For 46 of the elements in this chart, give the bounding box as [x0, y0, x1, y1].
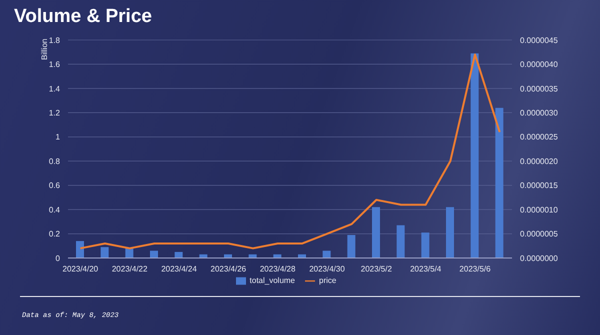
bar: [495, 108, 504, 258]
y-tick-label: 1.2: [48, 108, 61, 118]
bar: [396, 225, 405, 258]
bar: [100, 247, 109, 258]
x-tick-label: 2023/5/4: [410, 264, 442, 274]
y2-tick-label: 0.0000005: [520, 230, 558, 239]
line-series: [79, 54, 501, 250]
x-tick-label: 2023/4/28: [260, 264, 296, 274]
x-tick-label: 2023/4/22: [112, 264, 148, 274]
bar: [421, 232, 430, 258]
x-tick-label: 2023/4/30: [309, 264, 346, 274]
y2-tick-label: 0.0000025: [520, 132, 558, 142]
bar: [174, 252, 183, 258]
legend-label: price: [319, 276, 336, 286]
x-tick-label: 2023/5/6: [459, 264, 492, 274]
x-tick-label: 2023/4/26: [210, 264, 247, 274]
bar: [446, 207, 454, 258]
y2-tick-label: 0.0000030: [520, 108, 558, 118]
y-tick-label: 0.4: [48, 205, 61, 214]
bar: [347, 234, 356, 258]
y-tick-label: 1.4: [48, 84, 61, 94]
bar: [150, 250, 158, 258]
y2-tick-label: 0.0000040: [520, 60, 558, 70]
bar: [322, 250, 331, 258]
y2-tick-label: 0.0000020: [520, 156, 558, 166]
y-tick-label: 0: [56, 254, 61, 263]
y-tick-label: 1: [56, 132, 61, 142]
y2-tick-label: 0.0000045: [520, 36, 558, 45]
y-tick-label: 0.6: [48, 181, 61, 190]
bar: [76, 241, 84, 258]
legend-label: total_volume: [250, 276, 295, 286]
chart-title: Volume & Price: [14, 6, 152, 28]
y2-tick-label: 0.0000035: [520, 84, 558, 94]
y-tick-label: 0.2: [48, 230, 61, 239]
x-tick-label: 2023/4/24: [161, 264, 198, 274]
bar: [470, 53, 479, 258]
y2-tick-label: 0.0000010: [520, 205, 558, 214]
x-tick-label: 2023/4/20: [62, 264, 99, 274]
y-tick-label: 1.6: [48, 60, 61, 70]
y2-tick-label: 0.0000015: [520, 181, 558, 190]
bar: [372, 207, 380, 258]
y-tick-label: 1.8: [48, 36, 61, 45]
y-tick-label: 0.8: [48, 156, 61, 166]
y-axis-title: Billion: [40, 38, 49, 60]
x-tick-label: 2023/5/2: [360, 264, 392, 274]
y2-tick-label: 0.0000000: [520, 254, 558, 263]
